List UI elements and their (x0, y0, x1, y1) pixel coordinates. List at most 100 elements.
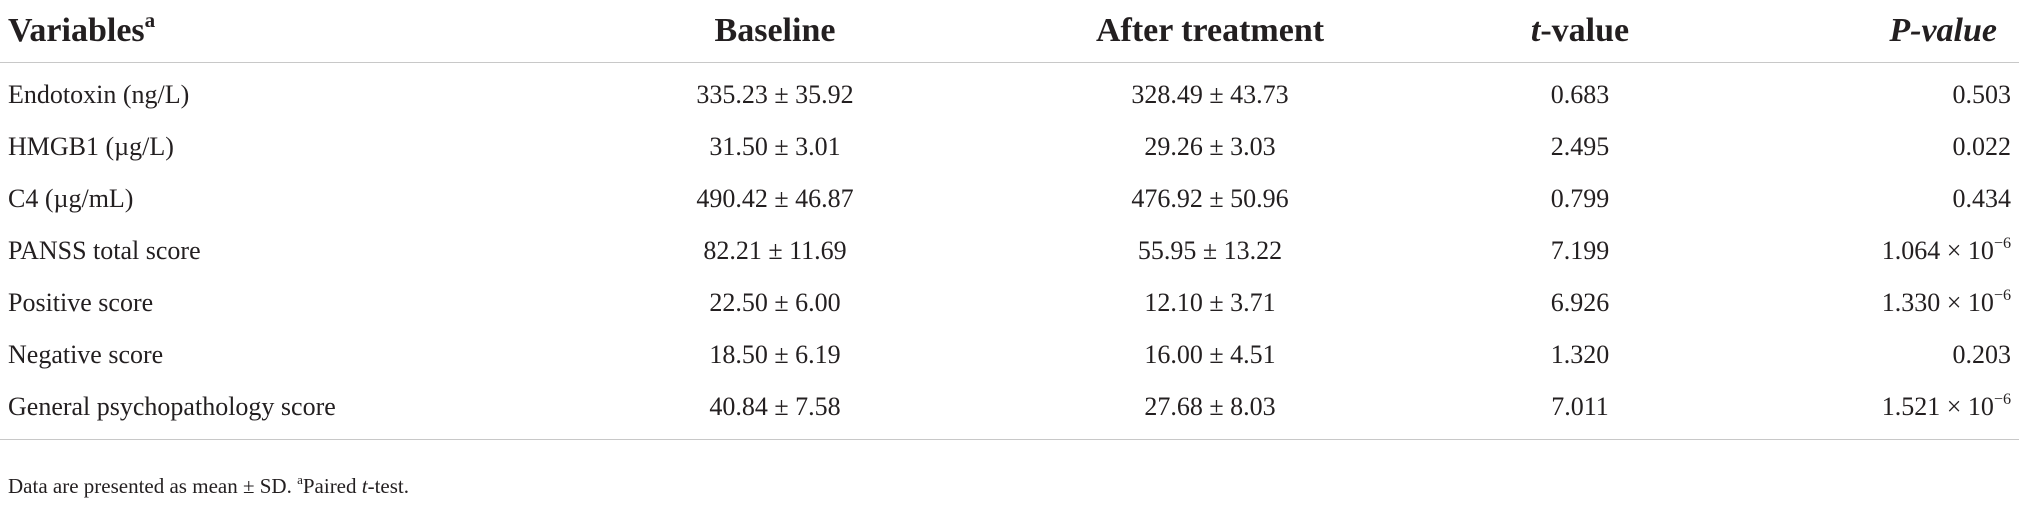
cell-after-treatment-text: 55.95 ± 13.22 (1137, 236, 1283, 265)
cell-variable-text: HMGB1 (µg/L) (8, 132, 174, 161)
cell-variable-text: C4 (µg/mL) (8, 184, 134, 213)
table-row: C4 (µg/mL) 490.42 ± 46.87 476.92 ± 50.96 0.… (0, 173, 2019, 225)
cell-p-value-exponent: −6 (1993, 390, 2011, 408)
cell-p-value-exponent: −6 (1993, 234, 2011, 252)
cell-p-value-exponent: −6 (1993, 286, 2011, 304)
cell-p-value: 0.434 (1730, 173, 2019, 225)
cell-t-value-text: 1.320 (1550, 340, 1610, 369)
table-row: General psychopathology score 40.84 ± 7.5… (0, 381, 2019, 440)
cell-t-value-text: 7.199 (1550, 236, 1610, 265)
header-row: Variablesa Baseline After treatment t-va… (0, 0, 2019, 63)
cell-baseline-text: 490.42 ± 46.87 (696, 184, 854, 213)
header-t-letter: t (1530, 12, 1541, 49)
table-row: Negative score 18.50 ± 6.19 16.00 ± 4.51 1.… (0, 329, 2019, 381)
header-t-value: t-value (1430, 0, 1730, 63)
footnote-t-letter: t (361, 474, 368, 498)
table-row: Positive score 22.50 ± 6.00 12.10 ± 3.71 6.… (0, 277, 2019, 329)
cell-variable: HMGB1 (µg/L) (0, 121, 560, 173)
cell-after-treatment: 55.95 ± 13.22 (990, 225, 1430, 277)
cell-variable: General psychopathology score (0, 381, 560, 440)
cell-variable-text: Endotoxin (ng/L) (8, 80, 190, 109)
cell-p-value-text: 1.521 × 10 (1881, 392, 1994, 421)
cell-after-treatment: 328.49 ± 43.73 (990, 63, 1430, 122)
cell-t-value-text: 0.799 (1550, 184, 1610, 213)
cell-baseline: 31.50 ± 3.01 (560, 121, 990, 173)
cell-baseline-text: 335.23 ± 35.92 (696, 80, 854, 109)
cell-p-value-text: 0.203 (1952, 340, 2012, 369)
cell-t-value-text: 6.926 (1550, 288, 1610, 317)
cell-after-treatment-text: 29.26 ± 3.03 (1144, 132, 1276, 161)
results-table: Variablesa Baseline After treatment t-va… (0, 0, 2019, 440)
header-baseline: Baseline (560, 0, 990, 63)
cell-baseline-text: 22.50 ± 6.00 (709, 288, 841, 317)
cell-after-treatment-text: 16.00 ± 4.51 (1144, 340, 1276, 369)
cell-t-value: 0.683 (1430, 63, 1730, 122)
header-variables-footnote-mark: a (144, 7, 156, 32)
cell-baseline: 18.50 ± 6.19 (560, 329, 990, 381)
cell-p-value: 0.203 (1730, 329, 2019, 381)
cell-p-value-text: 0.503 (1952, 80, 2012, 109)
header-variables-label: Variables (8, 12, 145, 49)
footnote-part2: Paired (302, 474, 362, 498)
table-header: Variablesa Baseline After treatment t-va… (0, 0, 2019, 63)
results-table-container: Variablesa Baseline After treatment t-va… (0, 0, 2019, 440)
cell-t-value-text: 7.011 (1551, 392, 1609, 421)
cell-baseline-text: 18.50 ± 6.19 (709, 340, 841, 369)
cell-after-treatment-text: 476.92 ± 50.96 (1131, 184, 1289, 213)
cell-t-value: 6.926 (1430, 277, 1730, 329)
cell-after-treatment-text: 12.10 ± 3.71 (1144, 288, 1276, 317)
header-t-rest: -value (1540, 12, 1630, 49)
cell-p-value: 0.503 (1730, 63, 2019, 122)
table-footnote: Data are presented as mean ± SD. aPaired… (8, 471, 410, 499)
cell-variable: Positive score (0, 277, 560, 329)
cell-baseline: 490.42 ± 46.87 (560, 173, 990, 225)
footnote-part1: Data are presented as mean ± SD. (8, 474, 298, 498)
cell-t-value: 0.799 (1430, 173, 1730, 225)
cell-variable: PANSS total score (0, 225, 560, 277)
cell-baseline: 22.50 ± 6.00 (560, 277, 990, 329)
cell-p-value: 1.330 × 10−6 (1730, 277, 2019, 329)
cell-baseline-text: 82.21 ± 11.69 (703, 236, 847, 265)
cell-p-value-text: 1.064 × 10 (1881, 236, 1994, 265)
cell-after-treatment: 27.68 ± 8.03 (990, 381, 1430, 440)
cell-t-value-text: 0.683 (1550, 80, 1610, 109)
cell-variable: Negative score (0, 329, 560, 381)
cell-p-value-text: 0.434 (1952, 184, 2012, 213)
cell-variable-text: General psychopathology score (8, 392, 336, 421)
cell-after-treatment-text: 27.68 ± 8.03 (1144, 392, 1276, 421)
cell-t-value: 7.011 (1430, 381, 1730, 440)
cell-variable: C4 (µg/mL) (0, 173, 560, 225)
cell-baseline: 40.84 ± 7.58 (560, 381, 990, 440)
table-row: HMGB1 (µg/L) 31.50 ± 3.01 29.26 ± 3.03 2.49… (0, 121, 2019, 173)
header-after-treatment: After treatment (990, 0, 1430, 63)
cell-after-treatment: 16.00 ± 4.51 (990, 329, 1430, 381)
cell-after-treatment: 476.92 ± 50.96 (990, 173, 1430, 225)
cell-after-treatment: 12.10 ± 3.71 (990, 277, 1430, 329)
cell-p-value: 1.064 × 10−6 (1730, 225, 2019, 277)
footnote-part3: -test. (367, 474, 410, 498)
cell-p-value-text: 0.022 (1952, 132, 2012, 161)
cell-baseline: 335.23 ± 35.92 (560, 63, 990, 122)
footnote-mark: a (297, 471, 303, 487)
cell-t-value: 2.495 (1430, 121, 1730, 173)
cell-t-value: 1.320 (1430, 329, 1730, 381)
cell-t-value-text: 2.495 (1550, 132, 1610, 161)
cell-p-value: 1.521 × 10−6 (1730, 381, 2019, 440)
cell-after-treatment: 29.26 ± 3.03 (990, 121, 1430, 173)
cell-variable: Endotoxin (ng/L) (0, 63, 560, 122)
table-body: Endotoxin (ng/L) 335.23 ± 35.92 328.49 ± 4… (0, 63, 2019, 440)
cell-baseline-text: 40.84 ± 7.58 (709, 392, 841, 421)
cell-after-treatment-text: 328.49 ± 43.73 (1131, 80, 1289, 109)
table-row: PANSS total score 82.21 ± 11.69 55.95 ± 13… (0, 225, 2019, 277)
cell-variable-text: Positive score (8, 288, 154, 317)
header-variables: Variablesa (0, 0, 560, 63)
cell-variable-text: Negative score (8, 340, 164, 369)
cell-p-value: 0.022 (1730, 121, 2019, 173)
cell-baseline-text: 31.50 ± 3.01 (709, 132, 841, 161)
cell-baseline: 82.21 ± 11.69 (560, 225, 990, 277)
table-row: Endotoxin (ng/L) 335.23 ± 35.92 328.49 ± 4… (0, 63, 2019, 122)
cell-p-value-text: 1.330 × 10 (1881, 288, 1994, 317)
cell-t-value: 7.199 (1430, 225, 1730, 277)
cell-variable-text: PANSS total score (8, 236, 201, 265)
header-p-value: P-value (1730, 0, 2019, 63)
